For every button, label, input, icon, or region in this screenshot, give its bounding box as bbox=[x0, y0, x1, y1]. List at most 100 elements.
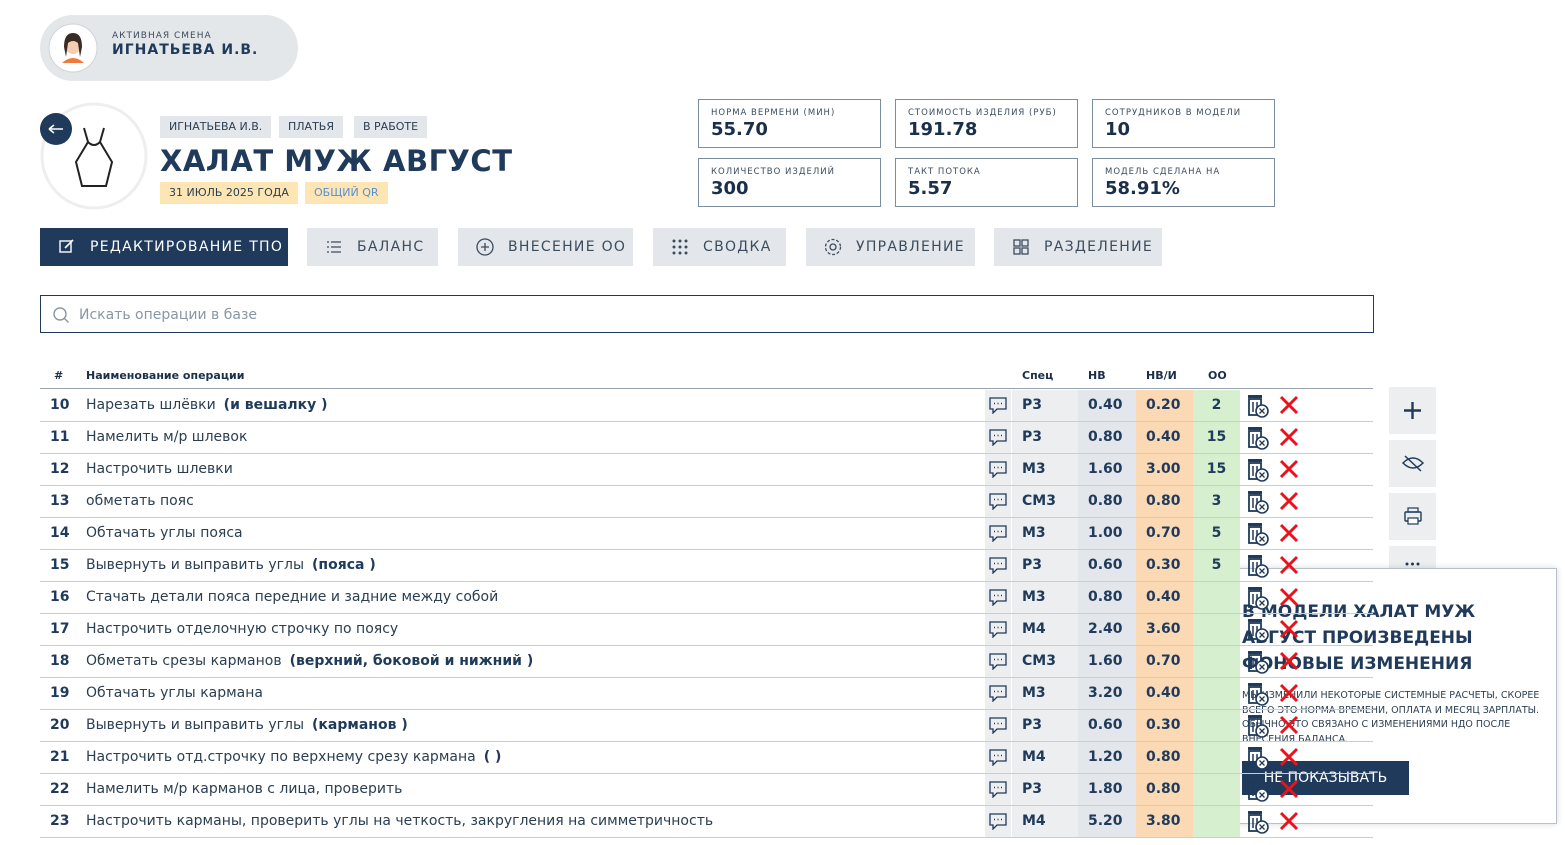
tab[interactable]: УПРАВЛЕНИЕ bbox=[806, 228, 975, 266]
operation-text: Нарезать шлёвки bbox=[86, 397, 216, 413]
print-button[interactable] bbox=[1389, 493, 1436, 540]
tab[interactable]: РЕДАКТИРОВАНИЕ ТПО bbox=[40, 228, 288, 266]
operation-name: Обтачать углы кармана bbox=[86, 678, 263, 709]
operation-name: Обметать срезы карманов (верхний, боковой… bbox=[86, 646, 533, 677]
oo-cell bbox=[1193, 646, 1240, 677]
delete-work-icon[interactable] bbox=[1243, 488, 1271, 519]
operation-text: Вывернуть и выправить углы bbox=[86, 557, 305, 573]
table-row[interactable]: 15 Вывернуть и выправить углы (пояса ) Р3 0.… bbox=[40, 550, 1373, 582]
delete-work-icon[interactable] bbox=[1243, 616, 1271, 647]
tab[interactable]: РАЗДЕЛЕНИЕ bbox=[994, 228, 1162, 266]
qr-link[interactable]: ОБЩИЙ QR bbox=[305, 182, 388, 204]
table-row[interactable]: 23 Настрочить карманы, проверить углы на … bbox=[40, 806, 1373, 838]
spec-cell: М4 bbox=[1012, 742, 1078, 773]
delete-work-icon[interactable] bbox=[1243, 424, 1271, 455]
model-icon bbox=[40, 102, 148, 210]
table-row[interactable]: 13 обметать пояс СМ3 0.80 0.80 3 bbox=[40, 486, 1373, 518]
tab[interactable]: БАЛАНС bbox=[307, 228, 438, 266]
delete-work-icon[interactable] bbox=[1243, 744, 1271, 775]
spec-cell: Р3 bbox=[1012, 774, 1078, 805]
tab[interactable]: ВНЕСЕНИЕ ОО bbox=[458, 228, 633, 266]
search-placeholder: Искать операции в базе bbox=[79, 307, 258, 323]
remove-icon[interactable] bbox=[1278, 714, 1300, 745]
tab[interactable]: СВОДКА bbox=[653, 228, 786, 266]
comment-icon[interactable] bbox=[985, 614, 1011, 645]
hide-button[interactable] bbox=[1389, 440, 1436, 487]
comment-icon[interactable] bbox=[985, 678, 1011, 709]
stat-label: МОДЕЛЬ СДЕЛАНА НА bbox=[1105, 167, 1221, 177]
comment-icon[interactable] bbox=[985, 774, 1011, 805]
comment-icon[interactable] bbox=[985, 646, 1011, 677]
comment-icon[interactable] bbox=[985, 582, 1011, 613]
remove-icon[interactable] bbox=[1278, 586, 1300, 617]
table-row[interactable]: 12 Настрочить шлевки М3 1.60 3.00 15 bbox=[40, 454, 1373, 486]
remove-icon[interactable] bbox=[1278, 746, 1300, 777]
avatar bbox=[48, 23, 98, 73]
operation-text: Обметать срезы карманов bbox=[86, 653, 282, 669]
comment-icon[interactable] bbox=[985, 806, 1011, 837]
comment-icon[interactable] bbox=[985, 422, 1011, 453]
table-row[interactable]: 18 Обметать срезы карманов (верхний, боков… bbox=[40, 646, 1373, 678]
operation-name: Нарезать шлёвки (и вешалку ) bbox=[86, 390, 328, 421]
table-row[interactable]: 10 Нарезать шлёвки (и вешалку ) Р3 0.40 0.20 2 bbox=[40, 390, 1373, 422]
comment-icon[interactable] bbox=[985, 518, 1011, 549]
remove-icon[interactable] bbox=[1278, 426, 1300, 457]
stat-value: 58.91% bbox=[1105, 178, 1180, 199]
operation-text: Настрочить карманы, проверить углы на че… bbox=[86, 813, 714, 829]
table-row[interactable]: 17 Настрочить отделочную строчку по поясу… bbox=[40, 614, 1373, 646]
delete-work-icon[interactable] bbox=[1243, 520, 1271, 551]
remove-icon[interactable] bbox=[1278, 458, 1300, 489]
nv-cell: 1.80 bbox=[1078, 774, 1136, 805]
table-row[interactable]: 20 Вывернуть и выправить углы (карманов ) Р… bbox=[40, 710, 1373, 742]
table-row[interactable]: 22 Намелить м/р карманов с лица, проверит… bbox=[40, 774, 1373, 806]
comment-icon[interactable] bbox=[985, 710, 1011, 741]
delete-work-icon[interactable] bbox=[1243, 776, 1271, 807]
delete-work-icon[interactable] bbox=[1243, 808, 1271, 839]
remove-icon[interactable] bbox=[1278, 650, 1300, 681]
comment-icon[interactable] bbox=[985, 454, 1011, 485]
remove-icon[interactable] bbox=[1278, 810, 1300, 841]
remove-icon[interactable] bbox=[1278, 394, 1300, 425]
delete-work-icon[interactable] bbox=[1243, 648, 1271, 679]
remove-icon[interactable] bbox=[1278, 682, 1300, 713]
delete-work-icon[interactable] bbox=[1243, 680, 1271, 711]
delete-work-icon[interactable] bbox=[1243, 456, 1271, 487]
model-tag: ПЛАТЬЯ bbox=[279, 116, 343, 138]
delete-work-icon[interactable] bbox=[1243, 712, 1271, 743]
comment-icon[interactable] bbox=[985, 550, 1011, 581]
delete-work-icon[interactable] bbox=[1243, 392, 1271, 423]
operation-name: Настрочить отделочную строчку по поясу bbox=[86, 614, 398, 645]
column-header: НВ/И bbox=[1146, 369, 1177, 382]
remove-icon[interactable] bbox=[1278, 490, 1300, 521]
row-number: 12 bbox=[50, 461, 70, 477]
row-number: 14 bbox=[50, 525, 70, 541]
remove-icon[interactable] bbox=[1278, 522, 1300, 553]
operation-note: (и вешалку ) bbox=[223, 397, 328, 413]
stat-label: СОТРУДНИКОВ В МОДЕЛИ bbox=[1105, 108, 1242, 118]
comment-icon[interactable] bbox=[985, 486, 1011, 517]
remove-icon[interactable] bbox=[1278, 554, 1300, 585]
delete-work-icon[interactable] bbox=[1243, 584, 1271, 615]
nv-cell: 2.40 bbox=[1078, 614, 1136, 645]
table-row[interactable]: 21 Настрочить отд.строчку по верхнему сре… bbox=[40, 742, 1373, 774]
remove-icon[interactable] bbox=[1278, 618, 1300, 649]
nv-cell: 0.40 bbox=[1078, 390, 1136, 421]
table-row[interactable]: 19 Обтачать углы кармана М3 3.20 0.40 bbox=[40, 678, 1373, 710]
add-button[interactable] bbox=[1389, 387, 1436, 434]
nvi-cell: 0.70 bbox=[1136, 518, 1193, 549]
search-box[interactable]: Искать операции в базе bbox=[40, 295, 1374, 333]
spec-cell: Р3 bbox=[1012, 390, 1078, 421]
remove-icon[interactable] bbox=[1278, 778, 1300, 809]
operation-name: Обтачать углы пояса bbox=[86, 518, 243, 549]
operation-text: Стачать детали пояса передние и задние м… bbox=[86, 589, 499, 605]
operation-name: Настрочить шлевки bbox=[86, 454, 233, 485]
table-row[interactable]: 14 Обтачать углы пояса М3 1.00 0.70 5 bbox=[40, 518, 1373, 550]
delete-work-icon[interactable] bbox=[1243, 552, 1271, 583]
comment-icon[interactable] bbox=[985, 742, 1011, 773]
comment-icon[interactable] bbox=[985, 390, 1011, 421]
table-row[interactable]: 16 Стачать детали пояса передние и задние… bbox=[40, 582, 1373, 614]
tab-icon bbox=[1013, 239, 1029, 255]
stat-card: СТОИМОСТЬ ИЗДЕЛИЯ (РУБ) 191.78 bbox=[895, 99, 1078, 148]
nv-cell: 0.60 bbox=[1078, 550, 1136, 581]
table-row[interactable]: 11 Намелить м/р шлевок Р3 0.80 0.40 15 bbox=[40, 422, 1373, 454]
